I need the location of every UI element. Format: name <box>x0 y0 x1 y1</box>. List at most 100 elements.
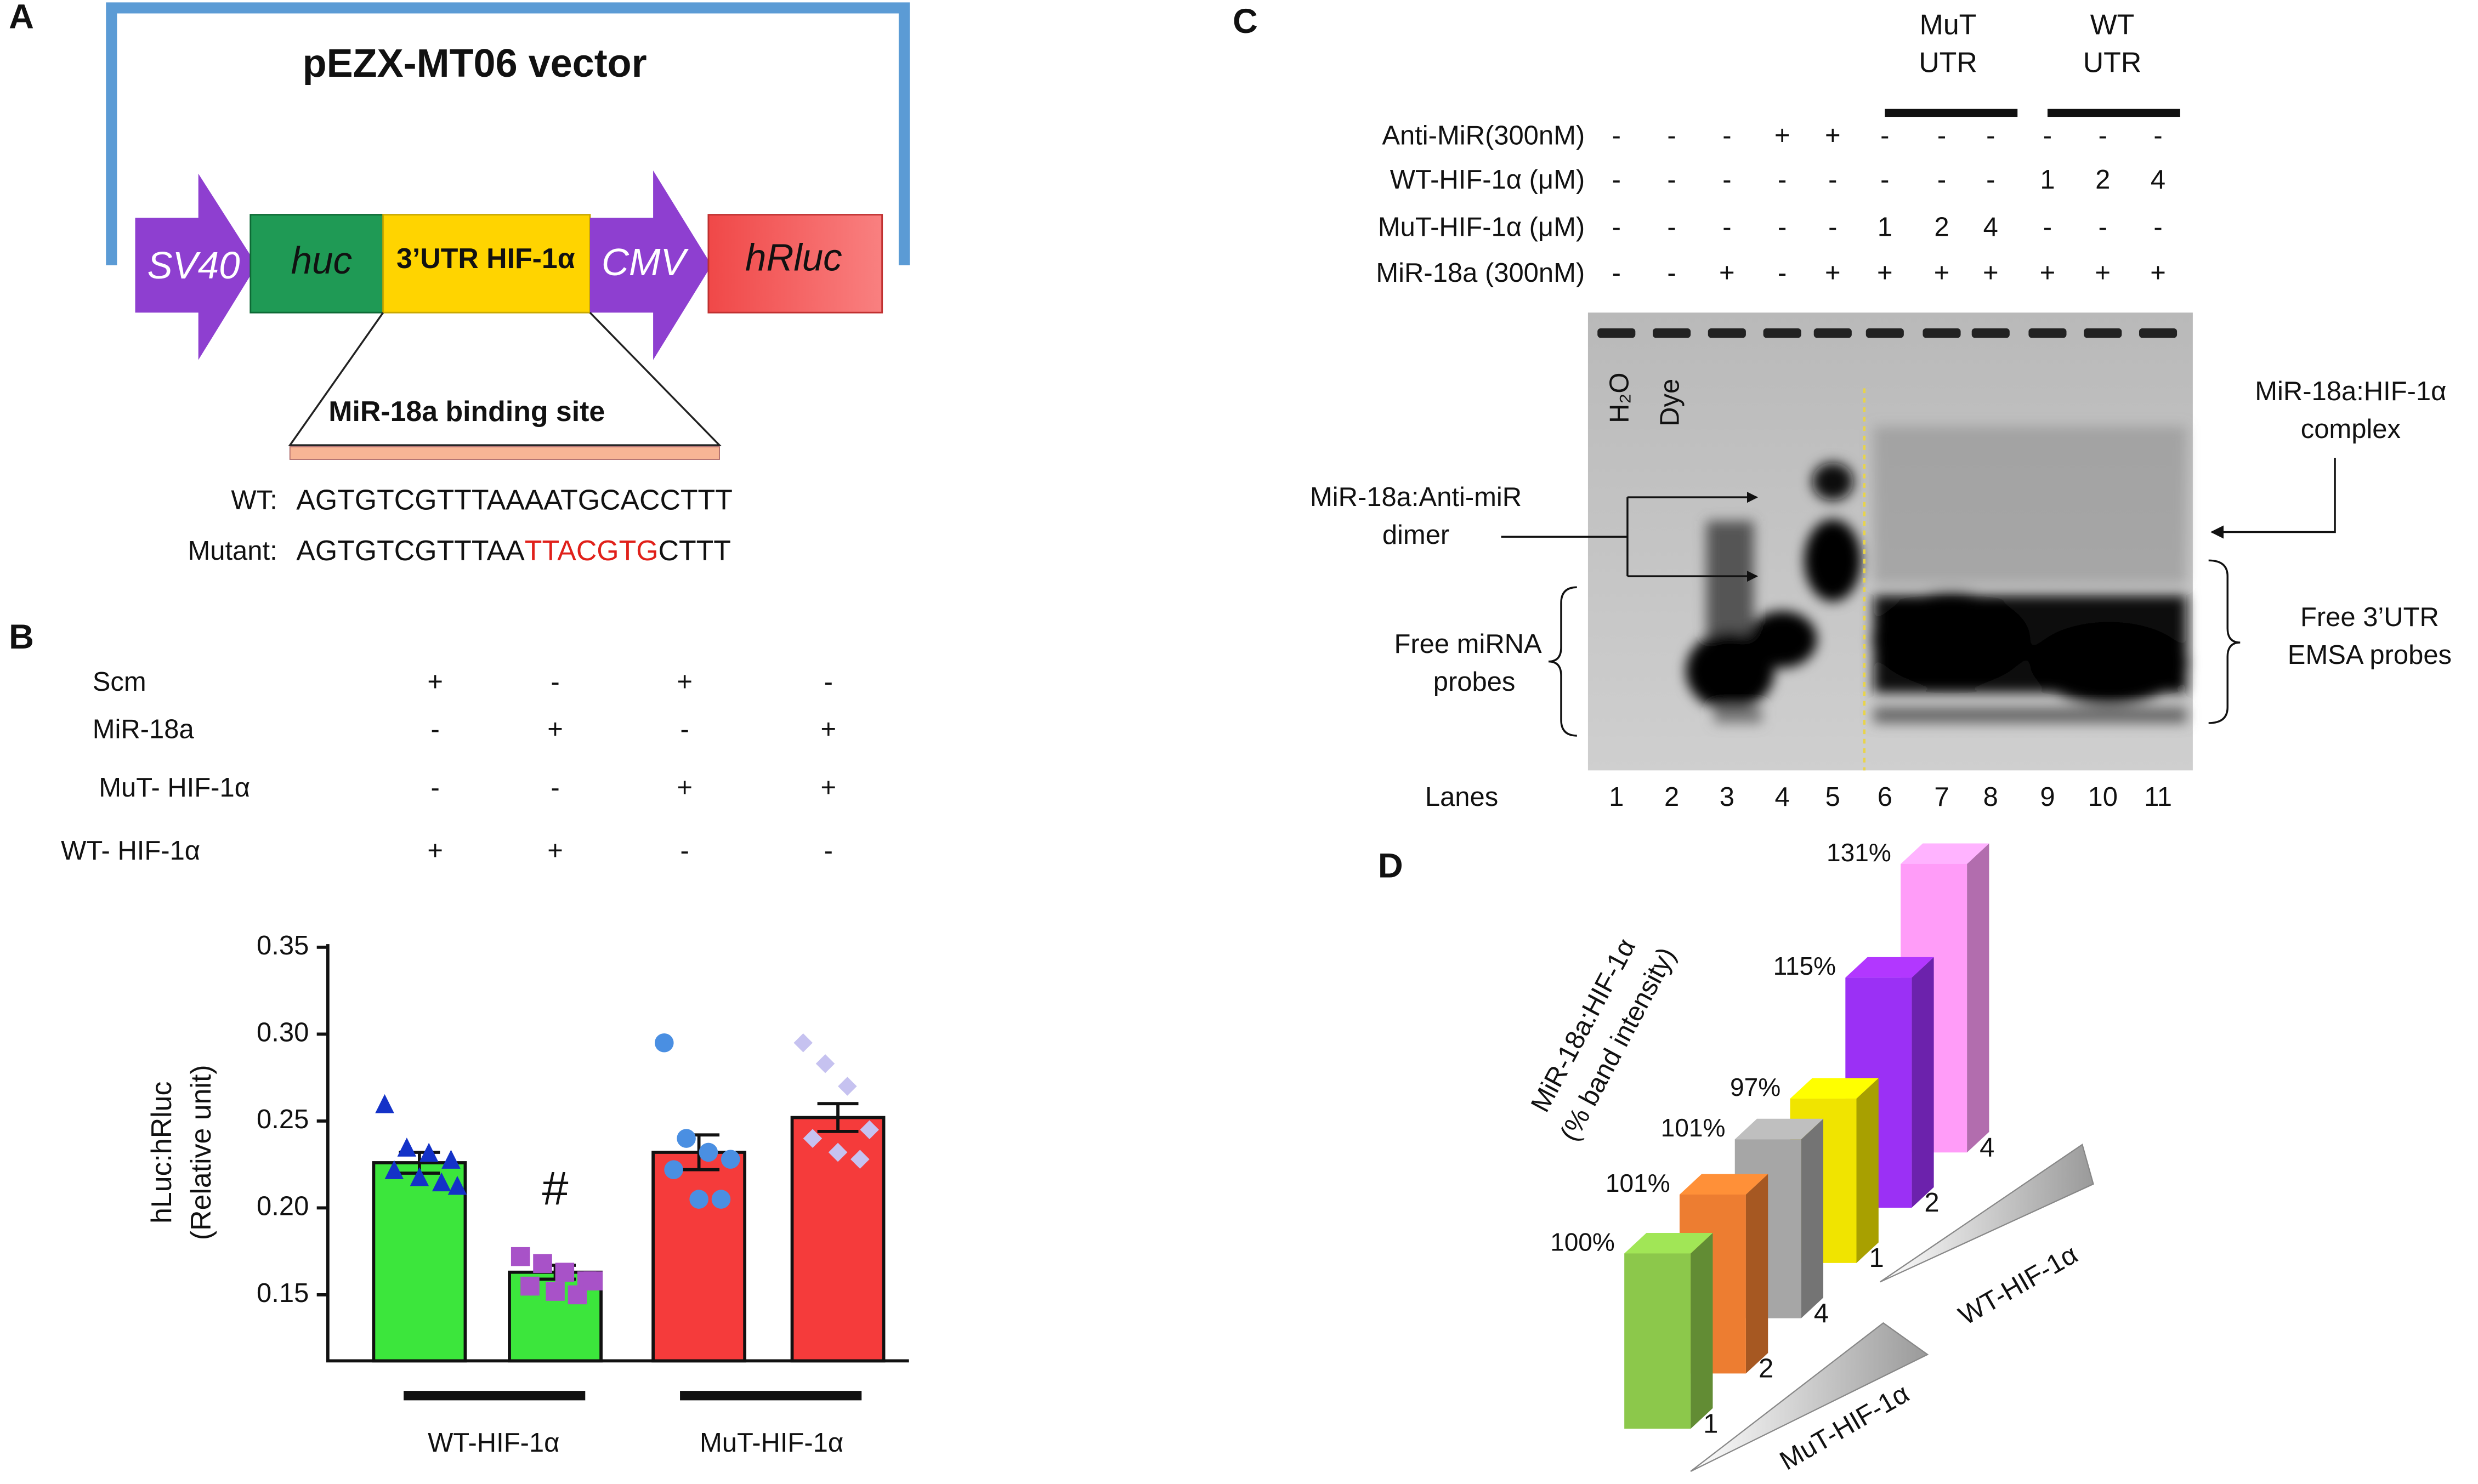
condition-sign: + <box>1983 258 1999 288</box>
annotation: # <box>542 1162 569 1215</box>
data-point <box>677 1129 696 1148</box>
condition-sign: - <box>824 667 833 697</box>
gel-well <box>1813 328 1852 338</box>
x-tick-label: 1 <box>1703 1409 1718 1438</box>
y-tick-label: 0.20 <box>257 1191 309 1221</box>
condition-sign: 2 <box>2095 165 2110 195</box>
condition-sign: - <box>1612 213 1621 242</box>
data-point <box>828 1142 848 1162</box>
element-label: huc <box>291 239 352 282</box>
condition-sign: 4 <box>1983 213 1998 242</box>
condition-sign: - <box>2043 213 2052 242</box>
panel-d: D MuT-HIF-1α WT-HIF-1α MiR-18a:HIF-1α (%… <box>1378 838 2094 1476</box>
condition-sign: + <box>427 836 443 866</box>
x-tick-label: 2 <box>1759 1354 1773 1384</box>
condition-sign: - <box>1612 165 1621 195</box>
condition-sign: + <box>820 773 836 803</box>
promoter-arrow <box>589 170 712 360</box>
condition-sign: - <box>681 836 689 866</box>
group-bar <box>1885 109 2018 117</box>
condition-sign: - <box>431 714 440 744</box>
panel-label: B <box>9 618 34 656</box>
condition-label: MuT- HIF-1α <box>99 773 250 803</box>
panel-a: A pEZX-MT06 vector SV40 huc 3’UTR HIF-1α… <box>9 0 910 566</box>
x-tick-label: 1 <box>1869 1243 1884 1273</box>
value-label: 101% <box>1606 1169 1670 1197</box>
vector-backbone <box>106 2 910 265</box>
condition-sign: + <box>427 667 443 697</box>
group-bar <box>2047 109 2180 117</box>
lane-number: 7 <box>1934 782 1949 812</box>
vector-title: pEZX-MT06 vector <box>303 42 647 86</box>
annotation: probes <box>1433 667 1516 697</box>
condition-sign: - <box>824 836 833 866</box>
lane-number: 5 <box>1825 782 1840 812</box>
lane-number: 4 <box>1775 782 1790 812</box>
group-bar <box>404 1391 586 1401</box>
gel-well <box>1597 328 1636 338</box>
condition-sign: - <box>1937 121 1946 150</box>
gel-well <box>1971 328 2010 338</box>
gel-well <box>1708 328 1746 338</box>
data-point <box>520 1276 540 1296</box>
condition-sign: - <box>1778 165 1787 195</box>
condition-sign: + <box>820 714 836 744</box>
condition-sign: - <box>1778 213 1787 242</box>
sequence: AGTGTCGTTTAAAATGCACCTTT <box>296 484 733 515</box>
condition-label: MuT-HIF-1α (μM) <box>1378 213 1585 242</box>
bar-side <box>1745 1174 1768 1374</box>
data-point <box>721 1150 740 1169</box>
condition-sign: - <box>2099 121 2107 150</box>
sequence-label: WT: <box>231 486 277 515</box>
condition-sign: - <box>681 714 689 744</box>
condition-sign: - <box>1828 165 1837 195</box>
condition-sign: + <box>677 773 693 803</box>
bar-top <box>1679 1174 1768 1195</box>
condition-sign: - <box>1880 121 1889 150</box>
annotation: MiR-18a:HIF-1α <box>2255 377 2446 406</box>
annotation: complex <box>2301 414 2401 444</box>
condition-sign: + <box>1877 258 1893 288</box>
gel-well <box>1923 328 1961 338</box>
condition-sign: - <box>551 667 559 697</box>
condition-sign: 2 <box>1934 213 1949 242</box>
element-label: CMV <box>602 241 689 283</box>
lane-number: 6 <box>1878 782 1892 812</box>
condition-sign: + <box>2095 258 2111 288</box>
value-label: 101% <box>1661 1113 1726 1142</box>
lane-number: 3 <box>1720 782 1734 812</box>
lane-label: Dye <box>1655 379 1685 427</box>
condition-sign: - <box>1722 121 1731 150</box>
lane-number: 9 <box>2040 782 2055 812</box>
data-point <box>860 1120 879 1140</box>
condition-sign: - <box>431 773 440 803</box>
condition-sign: - <box>1986 121 1995 150</box>
data-point <box>689 1190 708 1209</box>
condition-sign: + <box>547 836 563 866</box>
condition-sign: - <box>1828 213 1837 242</box>
bar-top <box>1901 843 1989 864</box>
y-tick-label: 0.35 <box>257 931 309 960</box>
x-tick-label: 4 <box>1814 1299 1829 1328</box>
data-point <box>850 1150 870 1169</box>
brace <box>2208 559 2241 724</box>
condition-sign: + <box>2150 258 2166 288</box>
data-point <box>654 1033 674 1053</box>
binding-bar <box>289 446 720 460</box>
condition-sign: - <box>2099 213 2107 242</box>
condition-sign: - <box>1722 213 1731 242</box>
lane-number: 8 <box>1983 782 1998 812</box>
data-point <box>664 1160 683 1179</box>
condition-sign: - <box>1667 213 1676 242</box>
value-label: 100% <box>1550 1227 1615 1256</box>
data-point <box>533 1254 552 1273</box>
brace <box>1548 586 1577 737</box>
y-tick-label: 0.30 <box>257 1017 309 1047</box>
sequence-part: CTTT <box>659 535 731 566</box>
bar-side <box>1691 1233 1713 1429</box>
data-point <box>793 1033 813 1053</box>
bar-side <box>1801 1118 1824 1318</box>
panel-label: A <box>9 0 34 36</box>
data-point <box>838 1077 857 1096</box>
bar <box>1624 1253 1691 1429</box>
